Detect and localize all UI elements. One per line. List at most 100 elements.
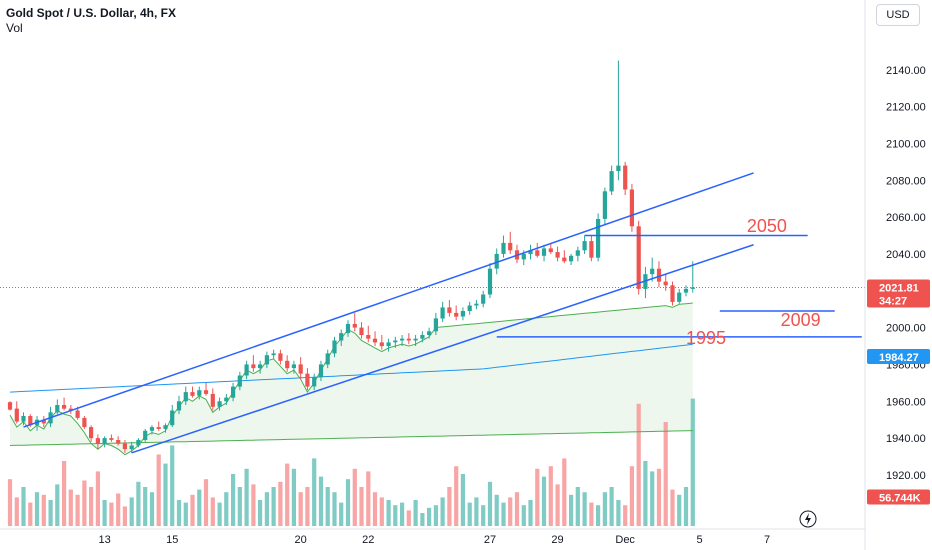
candle	[271, 349, 276, 359]
time-tick-label: 7	[764, 534, 770, 546]
candle-body	[366, 335, 371, 339]
candle	[156, 421, 161, 431]
candle-body	[82, 417, 87, 428]
candle-body	[663, 281, 668, 286]
volume-bar	[569, 494, 574, 526]
candle	[82, 416, 87, 429]
candle-body	[237, 375, 242, 387]
candle	[406, 333, 411, 345]
volume-bar	[149, 492, 155, 526]
volume-value-badge-text: 56.744K	[879, 493, 921, 505]
volume-bar	[271, 487, 276, 526]
volume-bar	[690, 398, 695, 526]
price-tick-label: 2140.00	[886, 65, 926, 77]
time-tick-label: Dec	[615, 534, 635, 546]
candle	[494, 248, 499, 275]
candle-body	[582, 241, 587, 251]
candle	[224, 393, 229, 405]
candle-body	[231, 386, 236, 398]
candle-body	[291, 364, 296, 369]
volume-bar	[406, 510, 411, 526]
volume-label: Vol	[6, 21, 23, 35]
candle-body	[170, 410, 175, 426]
candle	[231, 382, 236, 402]
candle-body	[62, 405, 67, 409]
candle-body	[156, 427, 161, 429]
candle-body	[575, 250, 580, 256]
candle-body	[318, 364, 324, 378]
candle	[210, 388, 215, 411]
candle-body	[521, 253, 526, 260]
candle-body	[339, 333, 344, 341]
volume-bar	[467, 502, 472, 526]
candle	[562, 250, 567, 264]
candle	[481, 290, 486, 308]
candle	[440, 301, 445, 323]
ma-mid-line	[9, 343, 693, 393]
ma-value-badge: 1984.27	[867, 349, 930, 365]
volume-bar	[190, 494, 195, 526]
candle	[305, 368, 310, 391]
volume-bar	[643, 461, 648, 526]
candle	[278, 349, 283, 365]
candle-body	[352, 323, 357, 328]
candle-body	[528, 250, 533, 254]
candle-body	[427, 331, 432, 335]
candle	[291, 360, 296, 374]
lightning-icon-bolt	[805, 513, 811, 525]
candle	[217, 397, 222, 411]
candle-body	[609, 171, 614, 192]
ma-lower-line	[9, 430, 693, 446]
lightning-icon	[799, 510, 817, 528]
volume-bar	[345, 479, 351, 526]
candle-body	[541, 248, 547, 256]
candle-body	[305, 373, 310, 387]
candle	[258, 360, 263, 374]
candle-body	[481, 294, 486, 304]
candle-body	[163, 425, 168, 429]
volume-bar	[393, 505, 398, 526]
candle-body	[217, 401, 222, 407]
candle-body	[602, 191, 607, 219]
volume-bar	[447, 487, 452, 526]
candle	[21, 412, 26, 426]
currency-button[interactable]: USD	[876, 4, 920, 26]
candle	[170, 404, 175, 428]
volume-bar	[217, 502, 222, 526]
candle-body	[149, 427, 155, 431]
volume-bar	[400, 502, 405, 526]
last-price-badge-bg	[867, 279, 930, 308]
candle	[541, 244, 547, 262]
candle	[312, 373, 317, 391]
price-tick-label: 2100.00	[886, 138, 926, 150]
candle	[433, 312, 438, 335]
candle-body	[548, 248, 553, 253]
volume-bar	[203, 479, 209, 526]
candle	[650, 257, 655, 282]
volume-bar	[163, 463, 168, 526]
candle	[582, 235, 587, 254]
price-tick-label: 1920.00	[886, 470, 926, 482]
candle-body	[251, 364, 256, 369]
candle	[413, 334, 418, 347]
volume-bar	[454, 466, 459, 526]
time-tick-label: 22	[362, 534, 374, 546]
candle	[332, 336, 337, 358]
volume-bar	[602, 492, 607, 526]
volume-bar	[285, 463, 290, 526]
candle-body	[102, 438, 107, 444]
candle-body	[129, 445, 134, 450]
annotation-1995: 1995	[686, 328, 726, 348]
volume-bar	[629, 466, 634, 526]
candle	[663, 274, 668, 291]
candle-body	[75, 410, 80, 418]
volume-bar	[183, 502, 188, 526]
time-tick-label: 20	[295, 534, 307, 546]
candle-body	[474, 303, 479, 306]
candle	[244, 360, 249, 380]
volume-bar	[541, 476, 547, 526]
candle	[643, 266, 648, 299]
candle-body	[379, 342, 384, 347]
volume-bar	[623, 505, 628, 526]
